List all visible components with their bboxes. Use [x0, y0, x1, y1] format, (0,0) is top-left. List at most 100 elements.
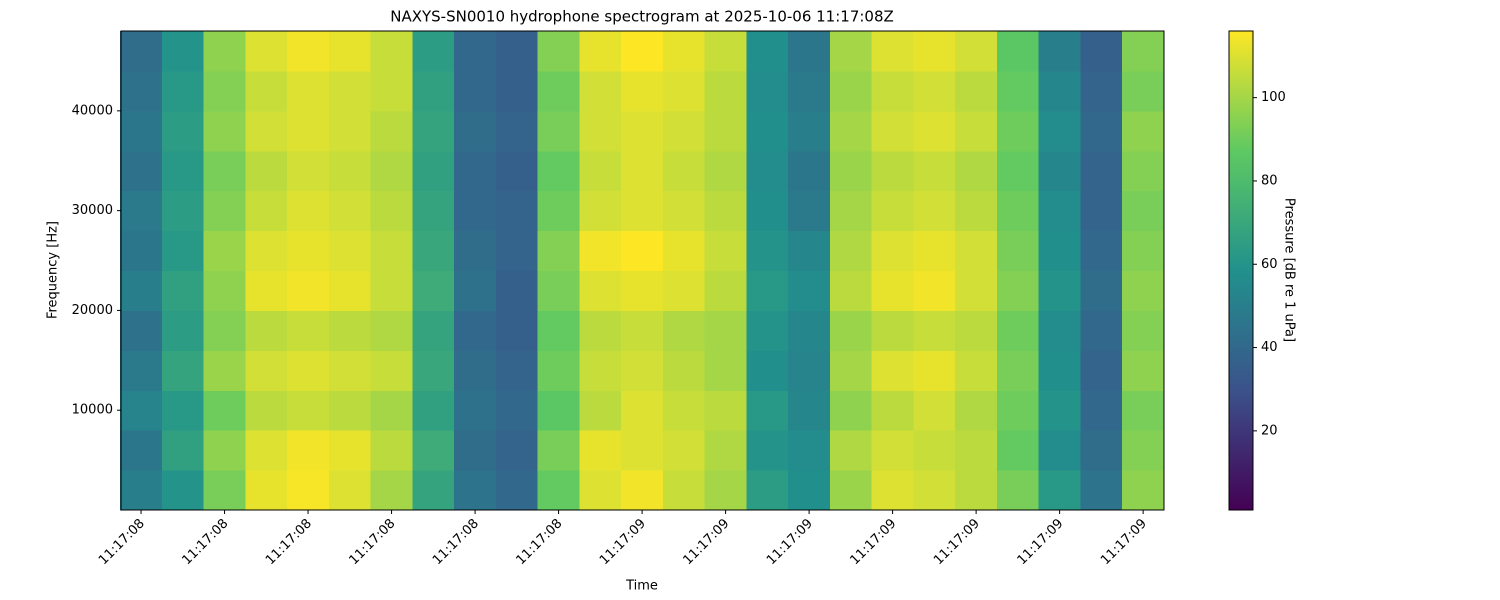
heatmap-cell [579, 470, 622, 511]
heatmap-cell [996, 230, 1040, 271]
heatmap-cell [621, 350, 664, 391]
y-tick-label: 10000 [72, 403, 113, 418]
heatmap-cell [120, 230, 163, 271]
x-tick-label: 11:17:09 [848, 516, 900, 568]
colorbar-tick-label: 80 [1261, 173, 1278, 188]
heatmap-cell [1038, 270, 1081, 311]
heatmap-cell [537, 230, 580, 271]
heatmap-cell [913, 70, 956, 112]
heatmap-cell [996, 390, 1040, 431]
heatmap-cell [412, 31, 455, 72]
heatmap-cell [120, 110, 163, 152]
heatmap-cell [871, 430, 914, 471]
heatmap-cell [495, 430, 539, 471]
heatmap-cell [370, 270, 413, 311]
heatmap-cell [996, 110, 1040, 152]
heatmap-cell [161, 31, 205, 72]
heatmap-cell [662, 190, 706, 232]
heatmap-cell [579, 31, 622, 72]
heatmap-cell [913, 110, 956, 152]
heatmap-cell [829, 310, 873, 351]
heatmap-cell [328, 31, 372, 72]
heatmap-cell [161, 230, 205, 271]
heatmap-cell [245, 470, 288, 511]
heatmap-cell [1080, 190, 1123, 232]
heatmap-cell [120, 70, 163, 112]
heatmap-cell [788, 31, 831, 72]
heatmap-cell [161, 190, 205, 232]
heatmap-cell [746, 110, 789, 152]
heatmap-cell [495, 350, 539, 391]
heatmap-cell [537, 310, 580, 351]
x-tick-label: 11:17:08 [430, 516, 482, 568]
heatmap-cell [955, 150, 998, 192]
heatmap-cell [454, 350, 497, 391]
heatmap-cell [1038, 390, 1081, 431]
heatmap-cell [370, 350, 413, 391]
heatmap-cell [662, 150, 706, 192]
heatmap-cell [412, 230, 455, 271]
heatmap-cell [328, 190, 372, 232]
heatmap-cell [579, 230, 622, 271]
heatmap-cell [454, 310, 497, 351]
heatmap-cell [746, 70, 789, 112]
heatmap-cell [829, 31, 873, 72]
colorbar-tick-label: 60 [1261, 257, 1278, 272]
chart-title: NAXYS-SN0010 hydrophone spectrogram at 2… [390, 8, 894, 26]
heatmap-cell [203, 31, 246, 72]
heatmap-cell [328, 110, 372, 152]
heatmap-cell [1080, 350, 1123, 391]
x-tick-label: 11:17:09 [1015, 516, 1067, 568]
colorbar [1228, 30, 1254, 511]
heatmap-cell [913, 31, 956, 72]
heatmap-cell [829, 350, 873, 391]
heatmap-cell [913, 190, 956, 232]
heatmap-cell [454, 470, 497, 511]
heatmap-cell [788, 190, 831, 232]
heatmap-cell [537, 70, 580, 112]
heatmap-cell [161, 470, 205, 511]
heatmap-cell [454, 110, 497, 152]
x-tick-label: 11:17:09 [681, 516, 733, 568]
heatmap-cell [1080, 110, 1123, 152]
heatmap-cell [662, 390, 706, 431]
heatmap-cell [1122, 350, 1165, 391]
heatmap-cell [913, 470, 956, 511]
heatmap-cell [203, 470, 246, 511]
heatmap-cell [495, 70, 539, 112]
heatmap-cell [871, 230, 914, 271]
heatmap-cell [454, 430, 497, 471]
heatmap-cell [579, 390, 622, 431]
heatmap-cell [1038, 150, 1081, 192]
heatmap-cell [454, 31, 497, 72]
heatmap-cell [662, 70, 706, 112]
heatmap-cell [871, 350, 914, 391]
heatmap-cell [245, 390, 288, 431]
heatmap-cell [829, 390, 873, 431]
heatmap-cell [579, 150, 622, 192]
x-tick-label: 11:17:09 [1098, 516, 1150, 568]
heatmap-cell [871, 190, 914, 232]
heatmap-cell [495, 110, 539, 152]
heatmap-cell [1122, 190, 1165, 232]
x-tick-label: 11:17:09 [931, 516, 983, 568]
heatmap-cell [537, 110, 580, 152]
heatmap-cell [704, 70, 747, 112]
heatmap-cell [370, 310, 413, 351]
heatmap-cell [621, 310, 664, 351]
colorbar-tick-label: 40 [1261, 340, 1278, 355]
heatmap-cell [829, 270, 873, 311]
heatmap-cell [537, 190, 580, 232]
heatmap-cell [245, 110, 288, 152]
heatmap-cell [370, 430, 413, 471]
heatmap-cell [120, 31, 163, 72]
heatmap-cell [955, 190, 998, 232]
heatmap-cell [537, 350, 580, 391]
heatmap-cell [871, 70, 914, 112]
heatmap-cell [161, 350, 205, 391]
heatmap-cell [662, 110, 706, 152]
heatmap-cell [955, 70, 998, 112]
heatmap-cell [996, 270, 1040, 311]
heatmap-cell [454, 270, 497, 311]
heatmap-cell [287, 270, 330, 311]
